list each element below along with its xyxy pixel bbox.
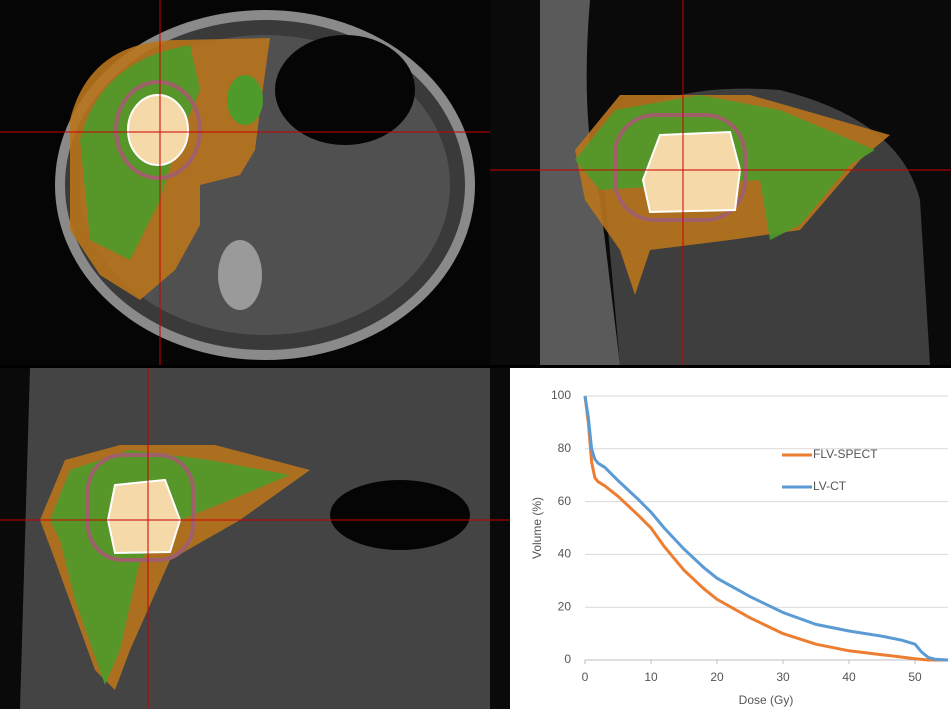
legend-label: FLV-SPECT xyxy=(813,447,878,461)
y-tick-label: 80 xyxy=(558,441,572,455)
x-tick-label: 30 xyxy=(776,670,790,684)
axial-ct-image xyxy=(0,0,490,365)
sagittal-ct-image xyxy=(0,368,510,709)
y-tick-label: 20 xyxy=(558,599,572,613)
y-tick-label: 0 xyxy=(564,652,571,666)
x-tick-label: 20 xyxy=(710,670,724,684)
x-tick-label: 50 xyxy=(908,670,922,684)
x-axis-label: Dose (Gy) xyxy=(739,693,794,707)
x-tick-label: 0 xyxy=(582,670,589,684)
y-tick-label: 60 xyxy=(558,494,572,508)
y-tick-label: 100 xyxy=(551,388,571,402)
chart-background xyxy=(510,368,951,709)
y-axis-label: Volume (%) xyxy=(530,497,544,559)
y-tick-label: 40 xyxy=(558,547,572,561)
figure: Volume (%) Dose (Gy) 0 20 40 60 80 100 0 10 20 30… xyxy=(0,0,951,709)
x-tick-label: 10 xyxy=(644,670,658,684)
coronal-ct-image xyxy=(490,0,951,365)
x-tick-label: 40 xyxy=(842,670,856,684)
legend-label: LV-CT xyxy=(813,479,847,493)
